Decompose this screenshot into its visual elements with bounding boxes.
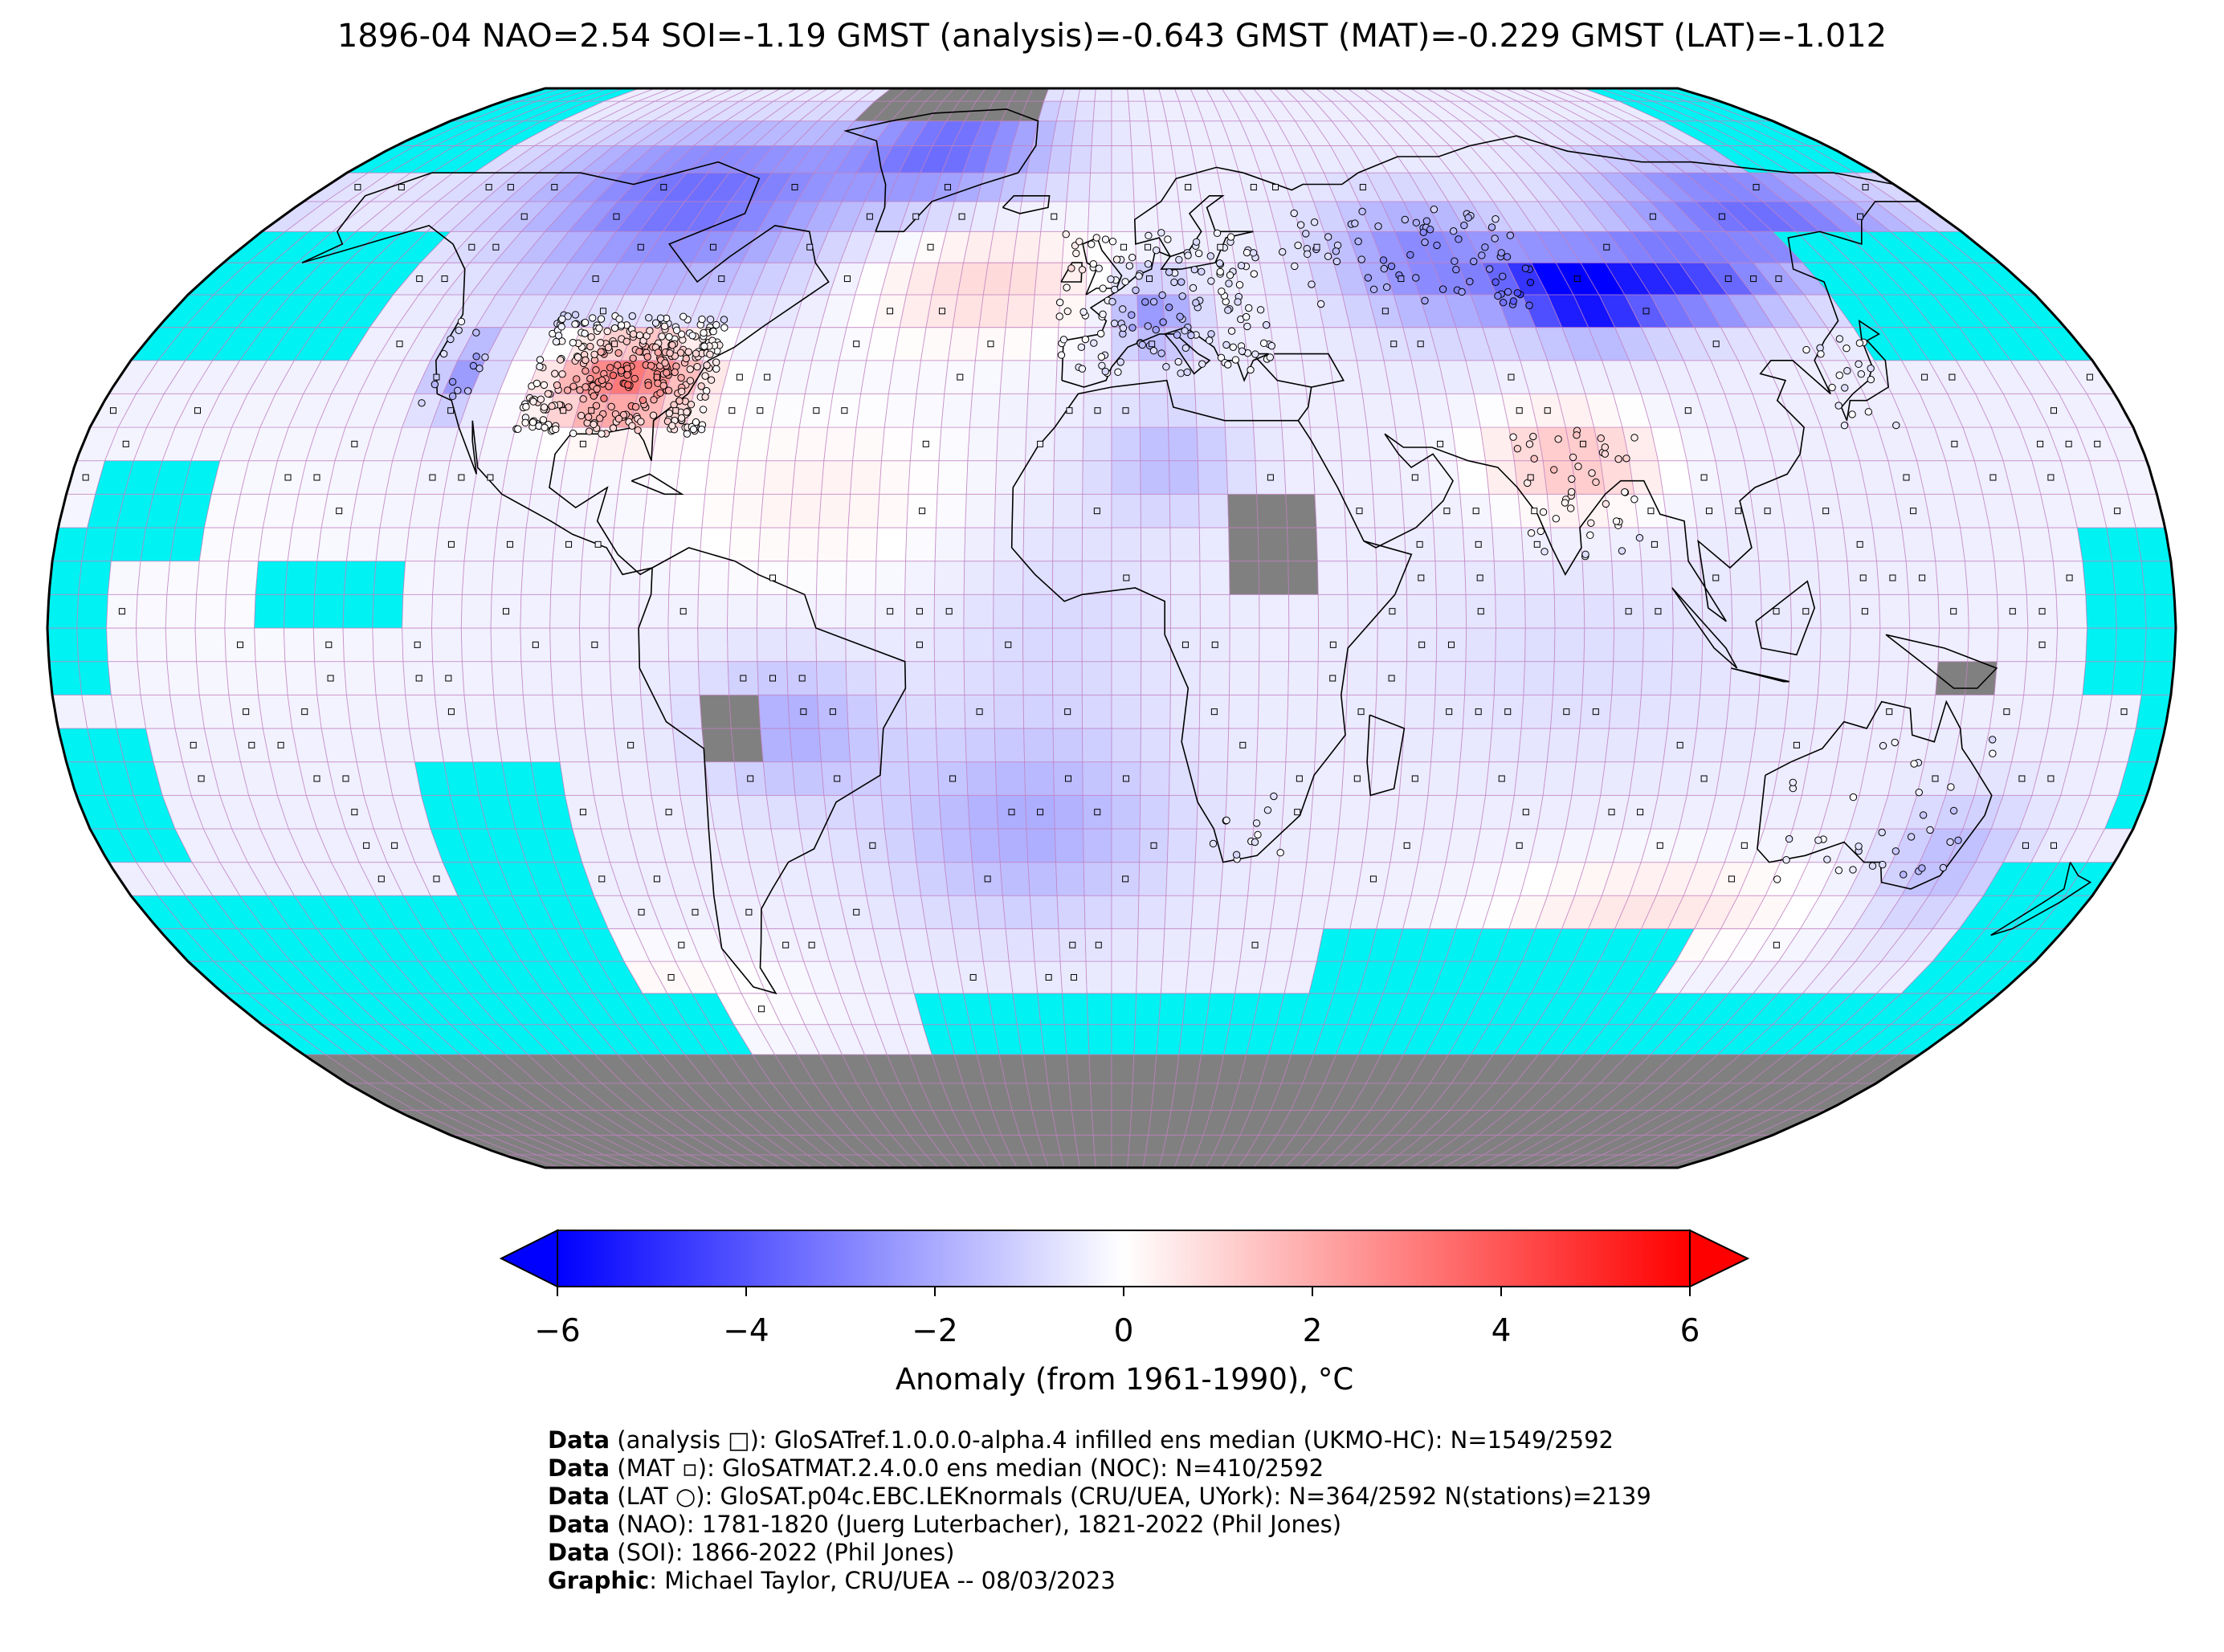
colorbar-tick-label: −2 — [912, 1313, 958, 1349]
colorbar-high-extension — [1689, 1229, 1750, 1288]
data-credits: Data (analysis □): GloSATref.1.0.0.0-alp… — [548, 1426, 1651, 1595]
colorbar-tick-label: −4 — [723, 1313, 769, 1349]
anomaly-grid-cells — [47, 88, 2176, 1168]
credit-line-nao: Data (NAO): 1781-1820 (Juerg Luterbacher… — [548, 1511, 1342, 1538]
colorbar-label: Anomaly (from 1961-1990), °C — [896, 1362, 1353, 1397]
colorbar-tick-label: −6 — [534, 1313, 581, 1349]
credit-line-graphic: Graphic: Michael Taylor, CRU/UEA -- 08/0… — [548, 1567, 1116, 1594]
colorbar-tick-label: 6 — [1680, 1313, 1700, 1349]
colorbar: −6 −4 −2 0 2 4 6 Anomaly (from 1961-1990), °C — [499, 1229, 1750, 1397]
credit-line-analysis: Data (analysis □): GloSATref.1.0.0.0-alp… — [548, 1426, 1614, 1454]
colorbar-low-extension — [499, 1229, 558, 1288]
colorbar-gradient — [557, 1230, 1691, 1287]
credit-line-soi: Data (SOI): 1866-2022 (Phil Jones) — [548, 1539, 955, 1566]
colorbar-tick-label: 2 — [1303, 1313, 1323, 1349]
credit-line-lat: Data (LAT ○): GloSAT.p04c.EBC.LEKnormals… — [548, 1483, 1651, 1510]
anomaly-map — [46, 87, 2177, 1169]
colorbar-tick-label: 0 — [1114, 1313, 1134, 1349]
figure-title: 1896-04 NAO=2.54 SOI=-1.19 GMST (analysi… — [337, 18, 1887, 55]
grid-cell — [2144, 627, 2176, 663]
credit-line-mat: Data (MAT ▫): GloSATMAT.2.4.0.0 ens medi… — [548, 1454, 1324, 1482]
colorbar-tick-label: 4 — [1492, 1313, 1512, 1349]
